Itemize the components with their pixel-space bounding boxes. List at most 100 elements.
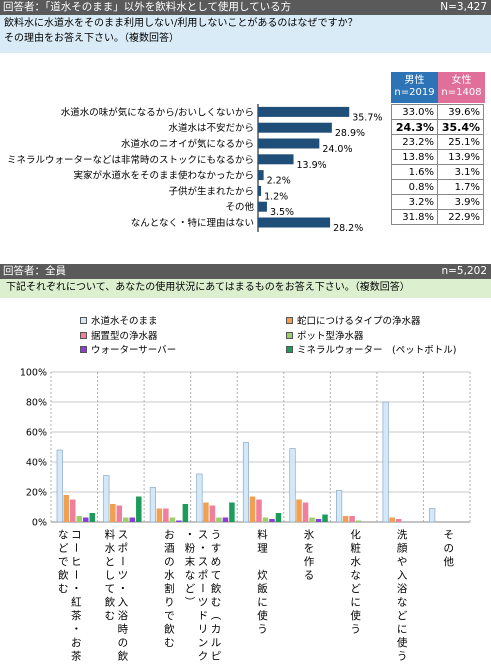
svg-text:顔: 顔 [397, 542, 408, 555]
value-label: 13.9% [297, 160, 327, 171]
bar [355, 520, 362, 522]
svg-text:ー: ー [69, 569, 81, 580]
bar [229, 502, 235, 522]
bar [336, 490, 343, 523]
svg-text:・: ・ [69, 623, 81, 634]
bar [216, 517, 222, 522]
table-row: 23.2% 25.1% [391, 134, 484, 150]
male-cell: 0.8% [391, 179, 438, 195]
svg-text:理: 理 [257, 543, 268, 555]
legend-item: 据置型の浄水器 [80, 331, 158, 343]
section2-n: n=5,202 [441, 265, 487, 277]
section1-header-text: 回答者：「道水そのまま」以外を飲料水として使用している方 [3, 1, 292, 13]
category-label: 水道水は不安だから [168, 122, 254, 134]
svg-text:氷: 氷 [304, 528, 315, 541]
svg-text:そ: そ [443, 529, 454, 541]
svg-text:粉: 粉 [185, 542, 196, 555]
bar [70, 499, 76, 522]
svg-text:水: 水 [164, 570, 175, 582]
bar [258, 122, 332, 133]
bar [382, 401, 389, 523]
bar [103, 475, 110, 523]
section1-n: N=3,427 [440, 1, 487, 13]
category-label: 実家が水道水をそのまま使わなかったから [73, 170, 254, 182]
y-tick-label: 80% [26, 398, 47, 409]
bar [349, 516, 355, 522]
svg-text:使: 使 [257, 609, 268, 622]
svg-text:カ: カ [211, 624, 222, 636]
svg-text:ー: ー [196, 583, 208, 594]
svg-text:な: な [58, 529, 69, 541]
svg-text:で: で [164, 610, 175, 622]
svg-text:と: と [105, 556, 116, 568]
svg-text:ツ: ツ [118, 570, 129, 582]
svg-text:茶: 茶 [71, 650, 82, 663]
svg-text:う: う [397, 651, 408, 663]
y-tick-label: 100% [20, 368, 47, 379]
svg-text:飯: 飯 [257, 582, 268, 595]
legend-label: ポット型浄水器 [297, 330, 364, 342]
female-label: 女性 [451, 75, 472, 86]
bar [258, 170, 264, 181]
svg-text:ン: ン [198, 637, 209, 649]
female-cell: 35.4% [437, 119, 484, 135]
svg-text:る: る [304, 570, 315, 582]
svg-text:料: 料 [257, 528, 268, 541]
svg-text:水: 水 [350, 556, 361, 568]
svg-text:飲: 飲 [105, 596, 116, 609]
svg-text:使: 使 [397, 636, 408, 649]
value-label: 1.2% [264, 191, 288, 202]
bar [258, 185, 262, 196]
bar [149, 487, 156, 523]
svg-text:料: 料 [105, 528, 116, 541]
bar [249, 496, 256, 522]
female-cell: 22.9% [437, 209, 484, 225]
value-label: 2.2% [267, 176, 291, 187]
legend-swatch [286, 331, 293, 339]
svg-text:を: を [304, 543, 315, 555]
svg-text:ピ: ピ [211, 651, 222, 663]
svg-text:ツ: ツ [198, 597, 209, 609]
svg-text:ど: ど [58, 543, 69, 555]
bar [322, 514, 328, 522]
svg-text:炊: 炊 [257, 569, 268, 582]
male-n: n=2019 [394, 87, 435, 98]
svg-text:飲: 飲 [118, 650, 129, 663]
value-label: 28.9% [335, 128, 365, 139]
svg-text:に: に [257, 597, 268, 609]
svg-text:割: 割 [164, 582, 175, 595]
svg-text:で: で [58, 556, 69, 568]
question-line-1: 飲料水に水道水をそのまま利用しない/利用しないことがあるのはなぜですか？ [4, 18, 358, 29]
svg-text:な: な [397, 597, 408, 609]
female-cell: 25.1% [437, 134, 484, 150]
category-label: その他 [443, 529, 454, 568]
bar [309, 517, 315, 522]
category-label: 水道水のニオイが気になるから [121, 138, 254, 150]
svg-text:末: 末 [185, 555, 196, 568]
male-header: 男性 n=2019 [391, 72, 438, 103]
svg-text:な: な [185, 570, 196, 582]
svg-text:ポ: ポ [198, 570, 209, 582]
legend-item: ミネラルウォーター (ペットボトル) [286, 345, 456, 357]
table-row: 24.3% 35.4% [391, 119, 484, 135]
female-cell: 1.7% [437, 179, 484, 195]
value-label: 3.5% [270, 207, 294, 218]
category-label: なんとなく・特に理由はない [131, 217, 254, 229]
bar [182, 504, 189, 522]
legend-label: ウォーターサーバー [91, 345, 177, 356]
svg-text:・: ・ [116, 583, 128, 594]
legend-item: 水道水そのまま [80, 316, 158, 328]
svg-text:ス: ス [198, 529, 209, 541]
male-cell: 3.2% [391, 194, 438, 210]
bar [262, 517, 269, 522]
value-label: 28.2% [333, 223, 363, 233]
legend-swatch [286, 317, 293, 324]
bar [258, 138, 320, 149]
svg-text:ー: ー [69, 542, 81, 553]
svg-text:う: う [257, 624, 268, 636]
bar [110, 504, 116, 522]
usage-bar-chart: 0%20%40%60%80%100%コーヒー・紅茶・お茶などで飲むスポーツ・入浴… [20, 368, 471, 663]
section1-header: 回答者：「道水そのまま」以外を飲料水として使用している方 N=3,427 [0, 0, 491, 15]
